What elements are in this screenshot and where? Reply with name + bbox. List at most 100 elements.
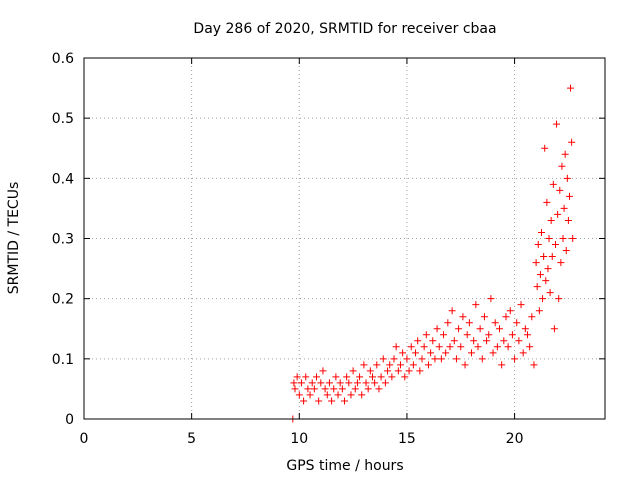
data-point: [476, 325, 484, 333]
data-point: [442, 349, 450, 357]
data-point: [478, 355, 486, 363]
data-point: [295, 391, 303, 399]
data-point: [561, 150, 569, 158]
data-point: [422, 331, 430, 339]
data-point: [431, 355, 439, 363]
data-point: [319, 367, 327, 375]
data-point: [493, 343, 501, 351]
data-point: [496, 325, 504, 333]
data-point: [546, 289, 554, 297]
data-point: [555, 295, 563, 303]
data-point: [569, 235, 577, 242]
data-point: [468, 349, 476, 357]
data-point: [358, 391, 366, 399]
data-point: [485, 331, 493, 339]
x-axis-label: GPS time / hours: [286, 458, 403, 474]
data-point: [440, 331, 448, 339]
x-tick-label: 20: [506, 431, 524, 447]
data-point: [291, 385, 299, 393]
data-point: [330, 385, 338, 393]
data-point: [429, 337, 437, 345]
data-point: [553, 120, 561, 128]
data-point: [375, 385, 383, 393]
data-point: [414, 337, 422, 345]
data-point: [401, 373, 409, 381]
data-point: [530, 361, 538, 369]
data-point: [427, 349, 435, 357]
data-point: [310, 385, 318, 393]
data-point: [559, 235, 567, 242]
data-point: [394, 367, 402, 375]
data-point: [433, 325, 441, 333]
data-point: [297, 379, 305, 387]
data-point: [396, 361, 404, 369]
data-point: [550, 325, 558, 333]
axis-ticks: 0 5 10 15 20 0 0.1 0.2 0.3 0.4 0.5 0.6: [52, 51, 605, 447]
data-point: [533, 283, 541, 291]
data-point: [371, 379, 379, 387]
data-point: [539, 295, 547, 303]
data-point: [506, 307, 514, 315]
data-point: [517, 301, 525, 309]
data-point: [554, 210, 562, 218]
data-point: [461, 361, 469, 369]
data-point: [470, 337, 478, 345]
data-point: [444, 319, 452, 327]
y-tick-label: 0.3: [52, 232, 74, 248]
data-point: [377, 373, 385, 381]
grid: [84, 58, 605, 419]
data-point: [549, 180, 557, 188]
data-point: [424, 361, 432, 369]
data-point: [306, 391, 314, 399]
data-point: [542, 277, 550, 285]
data-point: [373, 361, 381, 369]
data-point: [540, 253, 548, 261]
data-point: [302, 373, 310, 381]
x-tick-label: 5: [187, 431, 196, 447]
data-point: [536, 271, 544, 279]
x-tick-label: 10: [290, 431, 308, 447]
x-tick-label: 15: [398, 431, 416, 447]
y-tick-label: 0: [65, 412, 74, 428]
data-point: [448, 307, 456, 315]
data-point: [418, 355, 426, 363]
data-point: [457, 343, 465, 351]
y-axis-label: SRMTID / TECUs: [6, 182, 22, 295]
data-point: [548, 253, 556, 261]
data-point: [336, 379, 344, 387]
data-point: [446, 343, 454, 351]
data-point: [325, 379, 333, 387]
data-point: [399, 349, 407, 357]
data-point: [323, 391, 331, 399]
data-point: [489, 349, 497, 357]
data-point: [560, 204, 568, 212]
data-point: [541, 144, 549, 152]
data-point: [328, 397, 336, 405]
data-point: [474, 343, 482, 351]
data-point: [412, 349, 420, 357]
data-point: [356, 373, 364, 381]
data-point: [567, 84, 575, 92]
data-point: [351, 385, 359, 393]
data-point: [455, 325, 463, 333]
data-point: [511, 355, 519, 363]
y-tick-label: 0.4: [52, 171, 74, 187]
data-point: [483, 337, 491, 345]
data-point: [321, 385, 329, 393]
data-point: [366, 367, 374, 375]
data-point: [508, 331, 516, 339]
data-point: [487, 295, 495, 303]
data-point: [551, 241, 559, 249]
data-point: [547, 216, 555, 224]
data-point: [300, 397, 308, 405]
data-point: [308, 379, 316, 387]
data-point: [564, 216, 572, 224]
data-point: [565, 192, 573, 200]
data-point: [405, 367, 413, 375]
data-point: [498, 361, 506, 369]
data-point: [543, 198, 551, 206]
data-point: [317, 379, 325, 387]
y-tick-label: 0.1: [52, 352, 74, 368]
data-point: [290, 379, 298, 387]
